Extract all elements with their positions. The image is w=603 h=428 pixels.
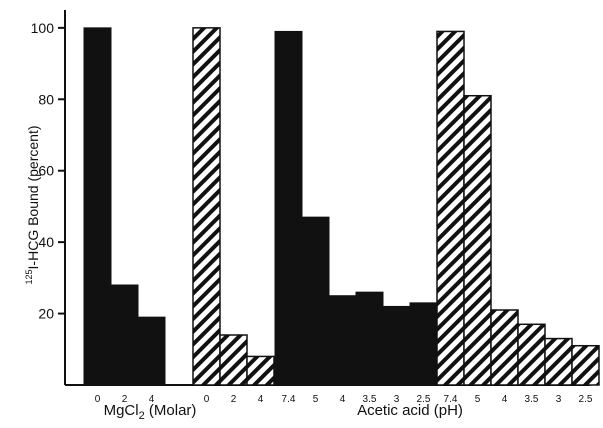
category-label: 5: [313, 394, 319, 405]
category-label: 2: [122, 394, 128, 405]
y-tick-label: 100: [31, 20, 55, 36]
group-label-mgcl2-pre: MgCl: [104, 402, 139, 419]
category-label: 2.5: [579, 394, 593, 405]
category-label: 2: [231, 394, 237, 405]
y-tick-label: 40: [38, 234, 54, 250]
category-label: 7.4: [282, 394, 296, 405]
bar: [328, 295, 357, 386]
group-label-acetic-acid: Acetic acid (pH): [357, 402, 463, 419]
bar: [137, 316, 166, 386]
y-ticks: 20 40 60 80 100: [31, 20, 65, 322]
group-label-mgcl2-post: (Molar): [145, 402, 197, 419]
y-tick-label: 20: [38, 306, 54, 322]
category-label: 4: [340, 394, 346, 405]
y-axis-title-text: I-HCG Bound (percent): [25, 126, 41, 270]
category-label: 5: [475, 394, 481, 405]
bar: [355, 291, 384, 386]
group-label-mgcl2: MgCl2 (Molar): [104, 402, 197, 422]
bar: [219, 334, 248, 386]
category-label: 7.4: [444, 394, 458, 405]
bar: [192, 27, 221, 386]
group-label-mgcl2-sub: 2: [139, 410, 145, 422]
bar: [409, 302, 438, 386]
bar: [274, 30, 303, 386]
category-label: 3.5: [363, 394, 377, 405]
category-labels: 0 2 4 0 2 4 7.4 5 4 3.5 3 2.5 7.4 5 4 3.5 3 2.5: [95, 394, 593, 405]
bar: [490, 309, 519, 386]
category-label: 4: [149, 394, 155, 405]
y-tick-label: 80: [38, 91, 54, 107]
category-label: 3.5: [525, 394, 539, 405]
category-label: 4: [502, 394, 508, 405]
category-label: 3: [394, 394, 400, 405]
bar: [517, 323, 546, 386]
category-label: 4: [258, 394, 264, 405]
bar: [110, 284, 139, 386]
bar: [571, 344, 600, 386]
bar: [83, 27, 112, 386]
bar: [246, 355, 275, 386]
category-label: 2.5: [417, 394, 431, 405]
y-axis-title-superscript: 125: [24, 269, 34, 284]
category-label: 0: [204, 394, 210, 405]
bar: [301, 216, 330, 386]
bars: [83, 27, 600, 386]
y-tick-label: 60: [38, 163, 54, 179]
bar: [436, 30, 465, 386]
bar: [463, 94, 492, 386]
category-label: 3: [556, 394, 562, 405]
category-label: 0: [95, 394, 101, 405]
bar: [544, 337, 573, 386]
bar: [382, 305, 411, 386]
y-axis-title: 125I-HCG Bound (percent): [24, 126, 41, 285]
